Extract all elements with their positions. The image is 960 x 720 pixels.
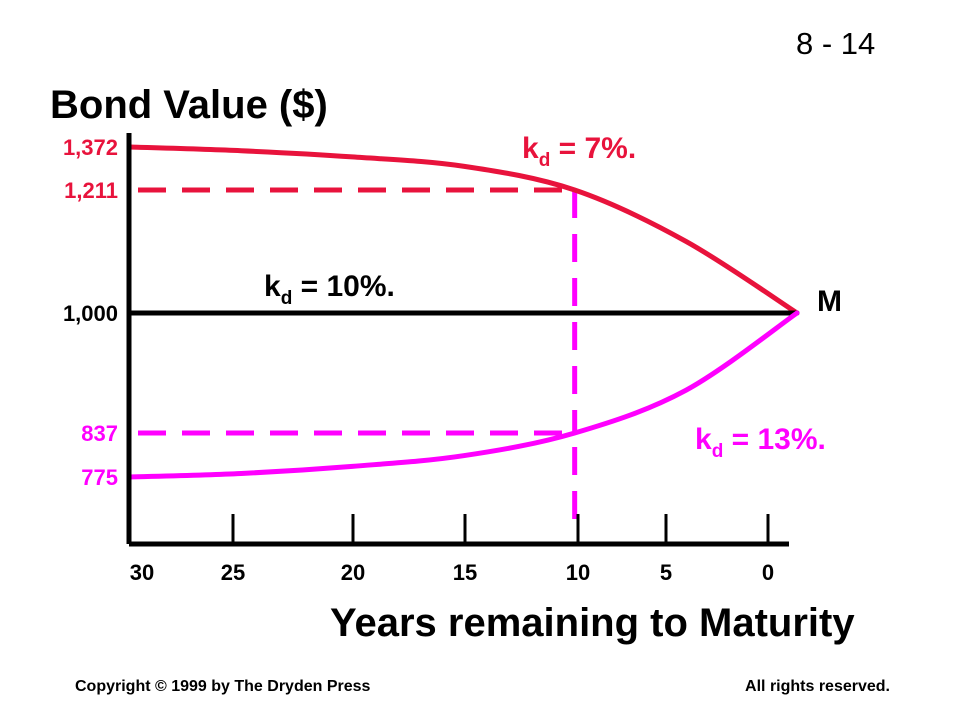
- series-line-0: [127, 144, 800, 316]
- series-label-0: kd = 7%.: [522, 132, 636, 171]
- y-tick-label-0: 1,372: [63, 135, 118, 160]
- y-tick-label-3: 837: [81, 421, 118, 446]
- maturity-annotation: M: [817, 285, 842, 318]
- x-tick-label-20: 20: [341, 560, 365, 585]
- series-line-2: [127, 310, 800, 480]
- x-tick-label-30: 30: [130, 560, 154, 585]
- y-axis-title: Bond Value ($): [50, 83, 328, 127]
- x-axis-title: Years remaining to Maturity: [330, 601, 855, 645]
- copyright-text: Copyright © 1999 by The Dryden Press: [75, 678, 371, 695]
- x-tick-label-25: 25: [221, 560, 245, 585]
- rights-text: All rights reserved.: [745, 678, 890, 695]
- series-label-2: kd = 13%.: [695, 423, 826, 462]
- series-label-1: kd = 10%.: [264, 270, 395, 309]
- x-tick-label-10: 10: [566, 560, 590, 585]
- y-tick-label-4: 775: [81, 465, 118, 490]
- x-tick-label-0: 0: [762, 560, 774, 585]
- y-tick-label-2: 1,000: [63, 301, 118, 326]
- x-tick-label-5: 5: [660, 560, 672, 585]
- y-tick-label-1: 1,211: [64, 178, 118, 203]
- slide-number: 8 - 14: [796, 26, 876, 61]
- x-tick-label-15: 15: [453, 560, 477, 585]
